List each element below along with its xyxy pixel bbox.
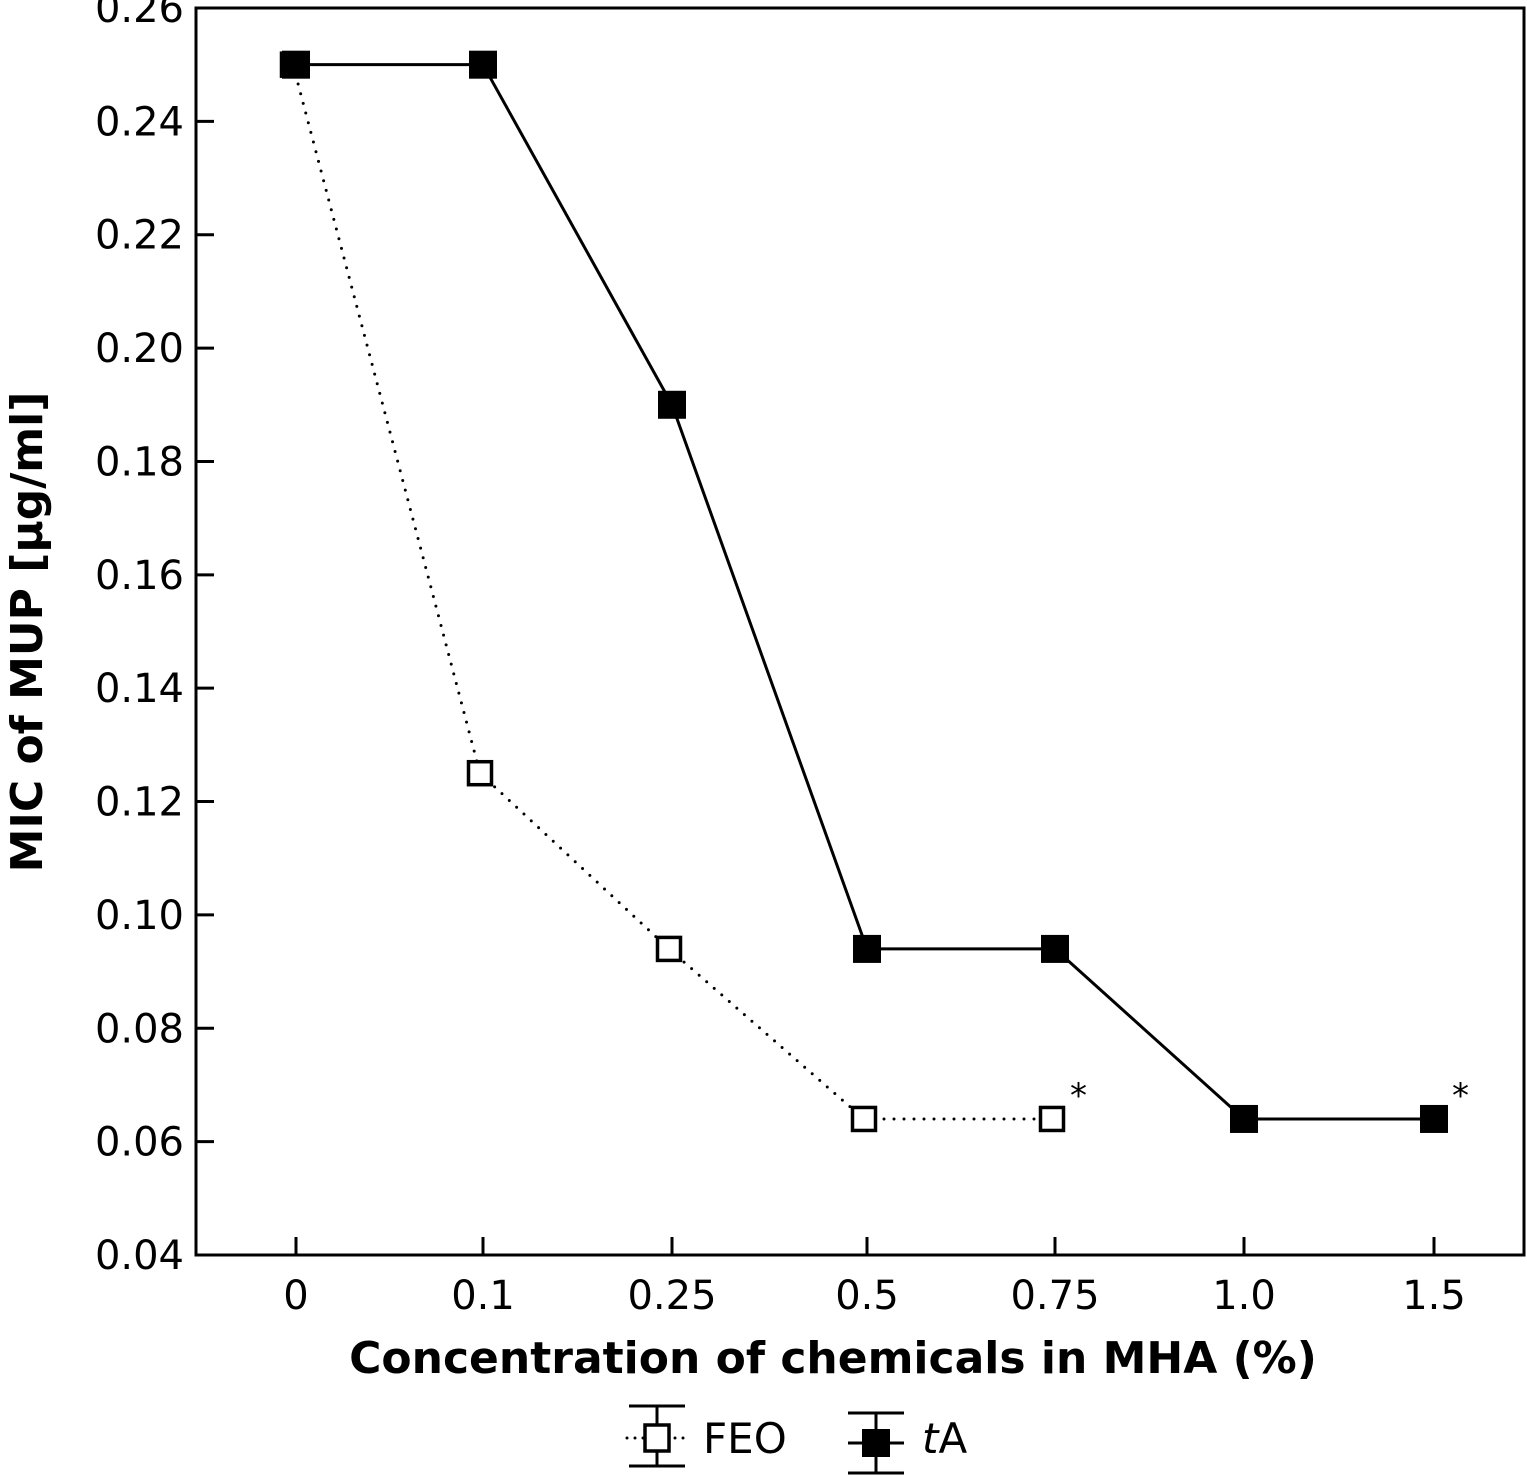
series-ta: * xyxy=(282,50,1469,1133)
x-axis-title: Concentration of chemicals in MHA (%) xyxy=(349,1333,1317,1384)
y-tick-label: 0.14 xyxy=(95,666,184,712)
legend-label-feo: FEO xyxy=(703,1414,787,1463)
data-point xyxy=(658,390,686,419)
y-tick-label: 0.26 xyxy=(95,0,184,32)
legend-marker xyxy=(862,1429,890,1457)
legend-label-ta-rest: A xyxy=(938,1414,967,1463)
data-point xyxy=(655,935,683,963)
x-tick-label: 1.0 xyxy=(1212,1273,1276,1319)
plot-area: * * xyxy=(279,50,1469,1133)
data-point xyxy=(850,1105,878,1133)
series-line-segment xyxy=(291,63,482,775)
series-line-segment xyxy=(670,404,869,950)
x-tick-label: 0.75 xyxy=(1010,1273,1099,1319)
significance-asterisk: * xyxy=(1452,1076,1469,1116)
plot-frame xyxy=(194,6,1526,1257)
data-point xyxy=(1230,1104,1258,1133)
data-point xyxy=(1420,1104,1448,1133)
series-line-segment xyxy=(478,771,671,951)
data-point xyxy=(469,50,497,79)
y-tick-label: 0.12 xyxy=(95,780,184,826)
legend: FEO tA xyxy=(625,1404,967,1475)
x-tick-label: 0 xyxy=(283,1273,308,1319)
series-line-segment xyxy=(667,947,866,1121)
series-line-segment xyxy=(481,63,674,406)
series-feo: * xyxy=(279,51,1087,1133)
y-tick-label: 0.08 xyxy=(95,1006,184,1052)
significance-asterisk: * xyxy=(1070,1076,1087,1116)
legend-item-ta: tA xyxy=(848,1411,967,1475)
legend-label-ta: tA xyxy=(922,1414,967,1463)
data-point xyxy=(853,934,881,963)
series-line-segment xyxy=(1053,947,1246,1121)
y-tick-label: 0.16 xyxy=(95,553,184,599)
x-tick-label: 0.25 xyxy=(627,1273,716,1319)
y-tick-label: 0.04 xyxy=(95,1233,184,1279)
data-point xyxy=(1041,934,1069,963)
x-tick-label: 1.5 xyxy=(1402,1273,1466,1319)
y-tick-label: 0.22 xyxy=(95,213,184,259)
y-axis-title: MIC of MUP [µg/ml] xyxy=(2,392,53,873)
y-tick-label: 0.18 xyxy=(95,439,184,485)
x-tick-label: 0.1 xyxy=(451,1273,515,1319)
filled-square-errorbar-icon xyxy=(848,1411,904,1475)
data-point xyxy=(466,759,494,787)
y-tick-label: 0.10 xyxy=(95,893,184,939)
y-tick-label: 0.24 xyxy=(95,99,184,145)
data-point xyxy=(1038,1105,1066,1133)
legend-marker xyxy=(643,1423,671,1453)
axes: 0.040.060.080.100.120.140.160.180.200.22… xyxy=(95,0,1526,1319)
y-tick-label: 0.06 xyxy=(95,1120,184,1166)
y-tick-label: 0.20 xyxy=(95,326,184,372)
open-square-errorbar-icon xyxy=(625,1404,689,1468)
data-point xyxy=(282,50,310,79)
legend-item-feo: FEO xyxy=(625,1404,787,1468)
x-tick-label: 0.5 xyxy=(835,1273,899,1319)
legend-label-ta-italic: t xyxy=(922,1414,940,1463)
